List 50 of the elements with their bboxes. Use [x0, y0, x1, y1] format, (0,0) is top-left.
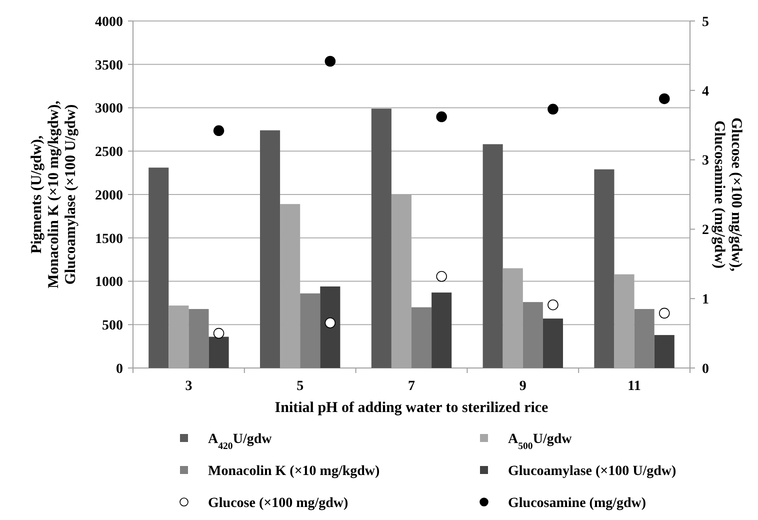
- y2-tick-label: 1: [702, 292, 709, 308]
- bar: [482, 144, 503, 368]
- bar: [320, 286, 340, 368]
- bar: [412, 307, 432, 368]
- bar: [634, 309, 654, 368]
- x-axis-title: Initial pH of adding water to sterilized rice: [274, 400, 549, 416]
- point: [548, 104, 558, 115]
- bar: [432, 292, 452, 368]
- y-tick-label: 2500: [95, 145, 123, 160]
- y2-tick-label: 0: [702, 362, 709, 377]
- y-tick-label: 4000: [95, 14, 123, 30]
- y-tick-label: 3000: [95, 102, 123, 117]
- bar: [654, 335, 674, 368]
- y-tick-label: 1500: [95, 232, 123, 247]
- point: [324, 56, 336, 67]
- bar: [208, 336, 229, 368]
- y-tick-label: 3500: [95, 58, 123, 74]
- bar: [148, 168, 169, 368]
- bar: [188, 309, 209, 368]
- bar: [260, 130, 280, 368]
- bar: [522, 302, 543, 368]
- point: [213, 125, 224, 136]
- y-tick-label: 0: [116, 362, 123, 377]
- bar: [371, 108, 392, 368]
- legend-label: A$_{420}$U/gdw: [208, 432, 273, 452]
- y-tick-label: 2000: [95, 188, 123, 204]
- bar: [300, 293, 320, 368]
- x-tick-label: 7: [408, 379, 415, 394]
- x-tick-label: 9: [519, 379, 526, 394]
- legend-label: Glucose (×100 mg/gdw): [208, 496, 349, 511]
- y-tick-label: 500: [102, 318, 123, 334]
- legend-label: A$_{500}$U/gdw: [508, 432, 573, 452]
- bar: [594, 169, 614, 368]
- legend-label: Monacolin K (×10 mg/kgdw): [208, 464, 380, 479]
- legend-label: Glucosamine (mg/gdw): [508, 496, 646, 511]
- x-tick-label: 5: [296, 379, 304, 394]
- point: [658, 93, 670, 104]
- bar: [542, 318, 564, 368]
- y2-tick-label: 3: [702, 154, 709, 169]
- point: [436, 111, 447, 122]
- y-tick-label: 1000: [95, 275, 123, 290]
- legend-label: Glucoamylase (×100 U/gdw): [508, 464, 677, 479]
- point: [324, 317, 336, 328]
- y2-tick-label: 4: [702, 84, 709, 100]
- y2-tick-label: 2: [702, 223, 709, 238]
- y2-axis-title: Glucose (×100 mg/gdw), Glucosamine (mg/gdw): [711, 118, 744, 272]
- x-tick-label: 11: [628, 379, 641, 394]
- x-tick-label: 3: [185, 379, 192, 394]
- y2-tick-label: 5: [702, 14, 709, 30]
- y-axis-title: Pigments (U/gdw), Monacolin K (×10 mg/kgdw), Glucoamylase (×100 U/gdw): [29, 100, 79, 288]
